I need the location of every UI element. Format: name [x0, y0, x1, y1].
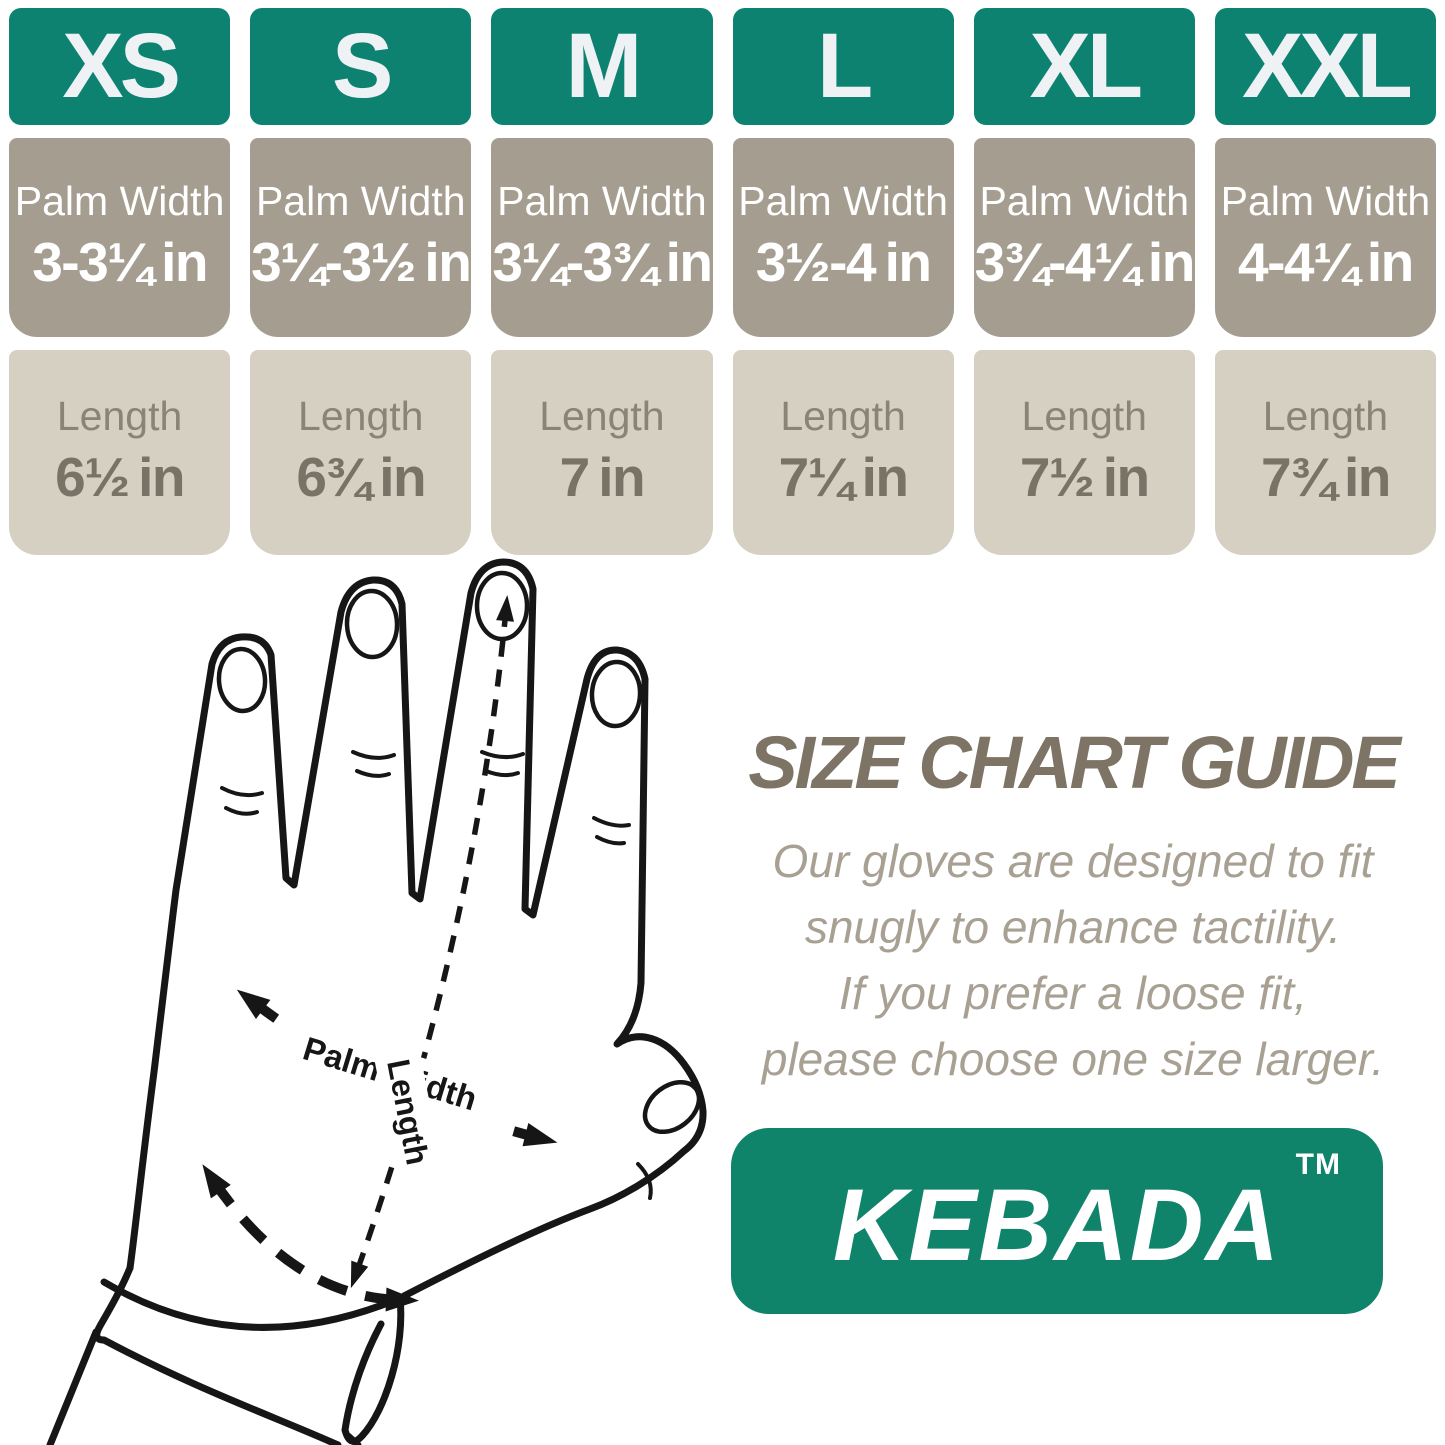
guide-text-block: SIZE CHART GUIDE Our gloves are designed… [723, 722, 1423, 1314]
palm-width-label: Palm Width [255, 178, 466, 225]
palm-width-cell-xl: Palm Width 3¾-4¼ in [973, 138, 1196, 337]
palm-width-cell-m: Palm Width 3¼-3¾ in [491, 138, 713, 337]
palm-width-value: 3¼-3½ in [251, 231, 472, 294]
size-header-xl: XL [973, 8, 1195, 125]
palm-width-label: Palm Width [1220, 178, 1431, 225]
length-cell-xs: Length 6½ in [9, 350, 231, 555]
hand-measurement-diagram: Palm Width Length [46, 558, 707, 1445]
brand-name: KEBADA [832, 1167, 1282, 1282]
length-value: 7 in [559, 446, 646, 509]
palm-width-value: 3-3¼ in [32, 231, 208, 294]
size-header-xxl: XXL [1214, 8, 1436, 125]
guide-line: snugly to enhance tactility. [804, 901, 1342, 953]
length-measure-line [353, 609, 509, 1275]
size-header-s: S [250, 8, 472, 125]
knuckle-creases [220, 750, 653, 1200]
size-header-m: M [491, 8, 713, 125]
length-label: Length [298, 393, 424, 440]
length-value: 6¾ in [296, 446, 426, 509]
length-label: Length [780, 393, 906, 440]
palm-width-label: Palm Width [738, 178, 948, 225]
palm-width-label: Palm Width [14, 178, 225, 225]
length-label: Length [539, 393, 665, 440]
guide-line: If you prefer a loose fit, [839, 967, 1307, 1019]
length-cell-xxl: Length 7¾ in [1214, 350, 1436, 555]
arrowhead [522, 1122, 558, 1147]
palm-width-cell-s: Palm Width 3¼-3½ in [250, 138, 472, 337]
length-label: Length [56, 393, 183, 440]
guide-title: SIZE CHART GUIDE [748, 721, 1401, 804]
guide-line: please choose one size larger. [761, 1033, 1385, 1085]
trademark-symbol: TM [1295, 1148, 1341, 1181]
palm-width-cell-xs: Palm Width 3-3¼ in [9, 138, 231, 337]
length-cell-m: Length 7 in [491, 350, 713, 555]
length-label: Length [1262, 393, 1389, 440]
guide-paragraph: Our gloves are designed to fit snugly to… [723, 828, 1423, 1092]
length-cell-l: Length 7¼ in [732, 350, 954, 555]
size-header-l: L [732, 8, 954, 125]
length-value: 7¼ in [778, 446, 909, 509]
palm-width-value: 3¾-4¼ in [974, 231, 1196, 294]
palm-width-value: 3¼-3¾ in [492, 231, 713, 294]
fingernails [216, 570, 702, 1135]
palm-width-label: Palm Width [497, 178, 707, 225]
wrist-cuff [46, 1264, 405, 1445]
palm-width-label: Palm Width [979, 178, 1190, 225]
length-value: 6½ in [55, 446, 185, 509]
length-value: 7½ in [1019, 446, 1150, 509]
length-label: Length [1021, 393, 1147, 440]
palm-width-value: 3½-4 in [755, 231, 932, 294]
length-value: 7¾ in [1260, 446, 1391, 509]
arrowhead [350, 1260, 369, 1289]
length-cell-s: Length 6¾ in [250, 350, 472, 555]
guide-line: Our gloves are designed to fit [772, 835, 1374, 887]
arrowhead [496, 595, 515, 622]
palm-width-cell-l: Palm Width 3½-4 in [732, 138, 954, 337]
length-cell-xl: Length 7½ in [973, 350, 1195, 555]
brand-logo-badge: KEBADA TM [731, 1128, 1383, 1314]
hand-outline [126, 558, 707, 1300]
arrowhead [385, 1287, 419, 1312]
arrowhead [202, 1164, 231, 1199]
wrist-measure-line [208, 1177, 401, 1305]
palm-width-value: 4-4¼ in [1238, 231, 1414, 294]
size-header-xs: XS [9, 8, 231, 125]
palm-width-cell-xxl: Palm Width 4-4¼ in [1214, 138, 1436, 337]
arrowhead [236, 989, 271, 1020]
size-table: XS Palm Width 3-3¼ in Length 6½ in S Pal… [0, 0, 1445, 555]
